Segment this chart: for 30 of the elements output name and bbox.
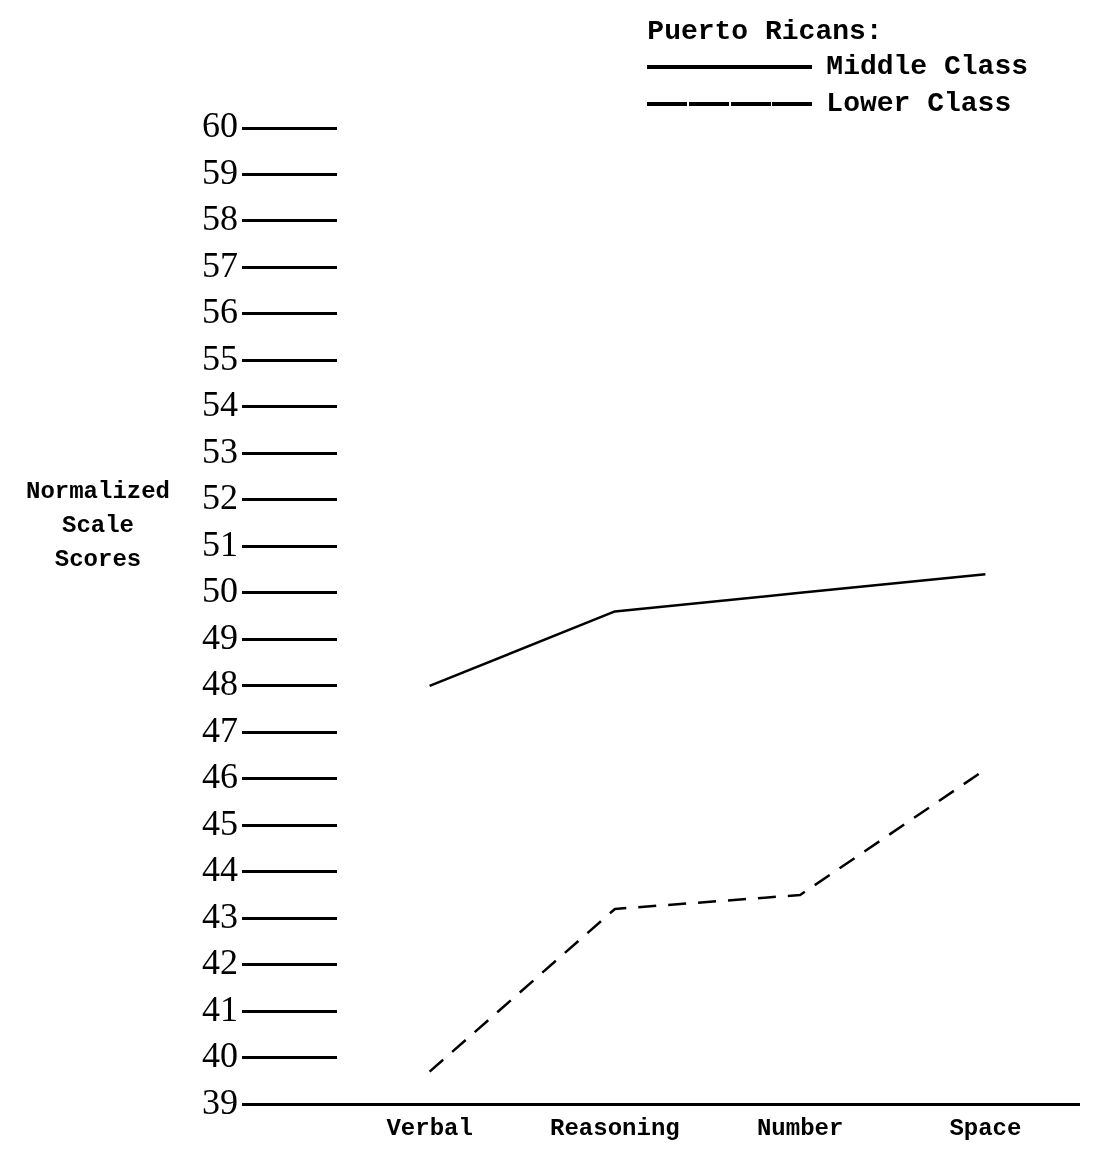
y-axis-title: Normalized Scale Scores [25,478,171,574]
y-tick-label: 54 [202,384,238,425]
y-tick-label: 55 [202,337,238,378]
y-tick-label: 50 [202,570,238,611]
y-tick-label: 56 [202,291,238,332]
y-tick-label: 59 [202,151,238,192]
y-tick-label: 51 [202,523,238,564]
y-tick-label: 58 [202,198,238,239]
y-tick-label: 48 [202,663,238,704]
y-tick-label: 52 [202,477,238,518]
y-tick-label: 39 [202,1081,238,1122]
y-tick-label: 45 [202,802,238,843]
y-tick-label: 42 [202,942,238,983]
x-tick-label: Space [949,1114,1022,1142]
legend-title: Puerto Ricans: [647,16,884,47]
y-tick-label: 40 [202,1035,238,1076]
y-tick-label: 44 [202,849,238,890]
x-tick-label: Number [756,1114,844,1142]
x-tick-label: Reasoning [550,1114,680,1142]
y-tick-label: 41 [202,988,238,1029]
legend-label: Middle Class [826,51,1028,82]
y-tick-label: 53 [202,430,238,471]
y-tick-label: 60 [202,105,238,146]
y-tick-label: 49 [202,616,238,657]
y-tick-label: 47 [202,709,238,750]
x-tick-label: Verbal [386,1114,473,1142]
y-tick-label: 57 [202,244,238,285]
y-tick-label: 46 [202,756,238,797]
y-tick-label: 43 [202,895,238,936]
legend-label: Lower Class [826,88,1012,119]
